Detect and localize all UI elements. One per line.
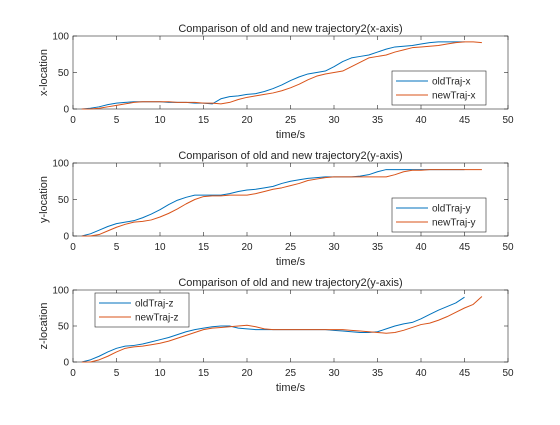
x-tick-label: 5 [114, 368, 120, 379]
x-tick-label: 5 [114, 242, 120, 253]
y-axis-label: y-location [38, 176, 50, 223]
subplot-2: 0 5 10 15 20 25 30 35 40 45 50 0 50 100 Comparison of … [38, 150, 514, 268]
x-tick-label: 20 [241, 368, 253, 379]
y-tick-label: 50 [58, 195, 70, 206]
x-tick-label: 50 [502, 242, 514, 253]
x-tick-label: 0 [70, 368, 76, 379]
x-axis-label: time/s [276, 129, 306, 141]
x-tick-label: 30 [328, 368, 340, 379]
legend-entry: newTraj-x [432, 91, 476, 102]
series-line-oldTraj-y [81, 169, 465, 237]
x-tick-label: 35 [372, 368, 384, 379]
y-tick-label: 50 [58, 322, 70, 333]
series-line-newTraj-y [81, 169, 482, 237]
x-axis-label: time/s [276, 256, 306, 268]
series-line-newTraj-z [81, 296, 483, 363]
x-tick-label: 0 [70, 115, 76, 126]
y-tick-label: 50 [58, 68, 70, 79]
legend: oldTraj-z newTraj-z [94, 292, 190, 328]
x-tick-label: 30 [328, 242, 340, 253]
x-tick-label: 30 [328, 115, 340, 126]
x-tick-label: 35 [372, 242, 384, 253]
y-tick-label: 100 [52, 159, 69, 170]
x-tick-label: 5 [114, 115, 120, 126]
legend-entry: newTraj-z [135, 313, 179, 324]
subplot-3: 0 5 10 15 20 25 30 35 40 45 50 0 50 100 Comparison of … [38, 277, 514, 394]
legend-entry: oldTraj-x [432, 77, 471, 88]
x-tick-label: 0 [70, 242, 76, 253]
legend-box [391, 197, 487, 233]
chart-title: Comparison of old and new trajectory2(y-… [178, 150, 402, 162]
x-tick-label: 15 [198, 115, 210, 126]
x-tick-label: 25 [285, 115, 297, 126]
x-tick-label: 20 [241, 242, 253, 253]
legend-entry: oldTraj-y [432, 204, 471, 215]
x-tick-label: 25 [285, 368, 297, 379]
x-tick-label: 40 [415, 368, 427, 379]
x-tick-label: 20 [241, 115, 253, 126]
y-tick-label: 0 [63, 105, 69, 116]
x-axis-label: time/s [276, 382, 306, 394]
legend-box [391, 70, 487, 106]
y-tick-label: 0 [63, 232, 69, 243]
x-tick-label: 10 [154, 242, 166, 253]
legend: oldTraj-x newTraj-x [391, 70, 487, 106]
legend-entry: oldTraj-z [135, 299, 174, 310]
legend-entry: newTraj-y [432, 218, 476, 229]
series-line-newTraj-x [81, 41, 482, 110]
x-tick-label: 40 [415, 115, 427, 126]
y-axis-label: z-location [38, 302, 50, 349]
y-tick-label: 100 [52, 286, 69, 297]
x-tick-label: 50 [502, 115, 514, 126]
x-tick-label: 40 [415, 242, 427, 253]
legend-box [94, 292, 190, 328]
x-tick-label: 45 [459, 242, 471, 253]
y-tick-label: 0 [63, 358, 69, 369]
x-tick-label: 10 [154, 368, 166, 379]
y-tick-label: 100 [52, 32, 69, 43]
x-tick-label: 25 [285, 242, 297, 253]
chart-title: Comparison of old and new trajectory2(y-… [178, 277, 402, 289]
subplot-1: 0 5 10 15 20 25 30 35 40 45 50 0 50 100 Comparison of … [38, 23, 514, 141]
x-tick-label: 15 [198, 368, 210, 379]
chart-title: Comparison of old and new trajectory2(x-… [178, 23, 402, 35]
y-axis-label: x-location [38, 49, 50, 96]
x-tick-label: 50 [502, 368, 514, 379]
x-tick-label: 45 [459, 368, 471, 379]
x-tick-label: 45 [459, 115, 471, 126]
x-tick-label: 35 [372, 115, 384, 126]
x-tick-label: 15 [198, 242, 210, 253]
legend: oldTraj-y newTraj-y [391, 197, 487, 233]
x-tick-label: 10 [154, 115, 166, 126]
